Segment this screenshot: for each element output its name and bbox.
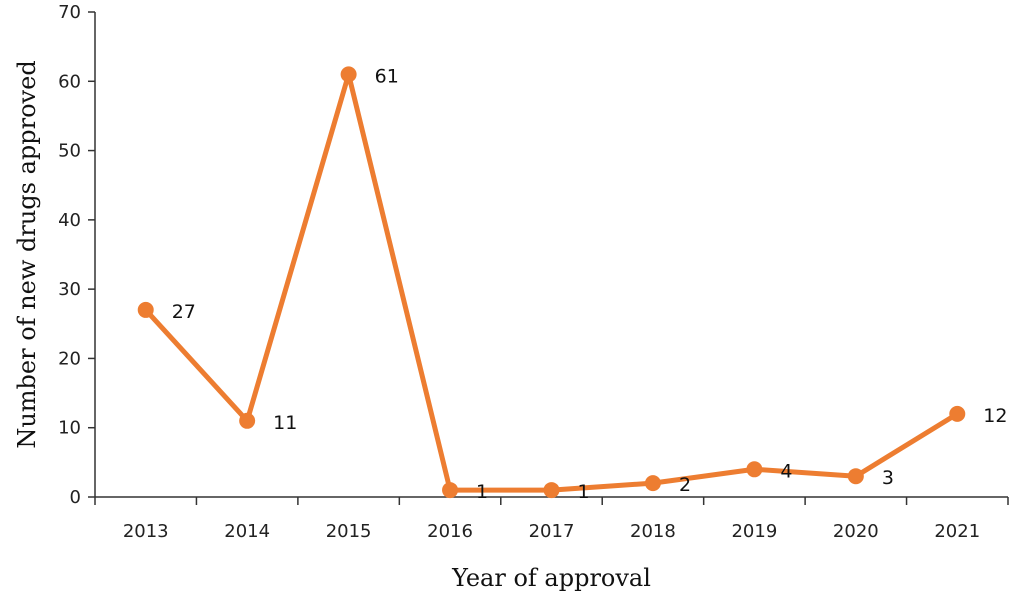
y-ticks: 0 10 20 30 40 50 60 70: [58, 2, 95, 508]
data-point: [137, 301, 154, 318]
y-tick-label: 70: [58, 2, 81, 23]
x-tick-label: 2013: [123, 521, 169, 542]
x-tick-label: 2016: [427, 521, 473, 542]
data-point: [442, 482, 459, 499]
x-tick-label: 2015: [326, 521, 372, 542]
data-label: 11: [273, 412, 297, 434]
x-tick-label: 2018: [630, 521, 676, 542]
data-point: [239, 412, 256, 429]
data-label: 61: [375, 65, 399, 87]
data-label: 27: [172, 301, 196, 323]
data-point: [949, 405, 966, 422]
y-tick-label: 20: [58, 348, 81, 369]
data-label: 1: [578, 481, 590, 503]
x-tick-label: 2017: [529, 521, 575, 542]
y-tick-label: 0: [70, 487, 81, 508]
data-label: 4: [780, 460, 792, 482]
data-label: 1: [476, 481, 488, 503]
y-tick-label: 10: [58, 418, 81, 439]
data-point: [543, 482, 560, 499]
series: [137, 66, 966, 499]
data-label: 3: [882, 467, 894, 489]
x-tick-label: 2021: [934, 521, 980, 542]
y-axis-title: Number of new drugs approved: [13, 60, 41, 448]
data-point: [644, 475, 661, 492]
data-point: [746, 461, 763, 478]
y-tick-label: 60: [58, 71, 81, 92]
x-axis-title: Year of approval: [451, 564, 651, 592]
data-label: 2: [679, 474, 691, 496]
x-ticks: 2013 2014 2015 2016 2017 2018 2019 2020 2021: [94, 497, 1009, 542]
data-point: [847, 468, 864, 485]
series-line: [143, 71, 960, 493]
data-label: 12: [983, 405, 1007, 427]
axes: [94, 12, 1008, 498]
x-tick-label: 2020: [833, 521, 879, 542]
x-tick-label: 2019: [731, 521, 777, 542]
y-tick-label: 50: [58, 141, 81, 162]
x-tick-label: 2014: [224, 521, 270, 542]
y-tick-label: 30: [58, 279, 81, 300]
y-tick-label: 40: [58, 210, 81, 231]
data-point: [340, 66, 357, 83]
